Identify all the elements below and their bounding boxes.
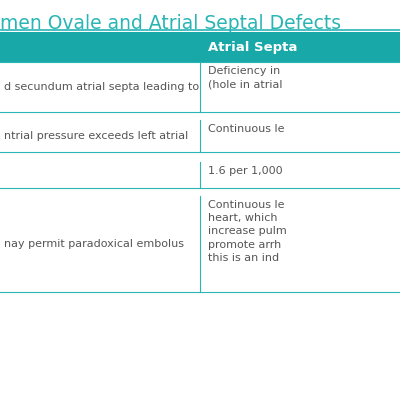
Text: Deficiency in
(hole in atrial: Deficiency in (hole in atrial (208, 66, 282, 89)
Text: 1.6 per 1,000: 1.6 per 1,000 (208, 166, 283, 176)
Text: ntrial pressure exceeds left atrial: ntrial pressure exceeds left atrial (4, 131, 188, 141)
Text: nay permit paradoxical embolus: nay permit paradoxical embolus (4, 239, 184, 249)
Text: Continuous le
heart, which
increase pulm
promote arrh
this is an ind: Continuous le heart, which increase pulm… (208, 200, 287, 263)
Text: men Ovale and Atrial Septal Defects: men Ovale and Atrial Septal Defects (0, 14, 341, 33)
Text: d secundum atrial septa leading to: d secundum atrial septa leading to (4, 82, 199, 92)
Text: Continuous le: Continuous le (208, 124, 284, 134)
Bar (0, 32, 400, 62)
Text: Atrial Septa: Atrial Septa (208, 40, 297, 54)
